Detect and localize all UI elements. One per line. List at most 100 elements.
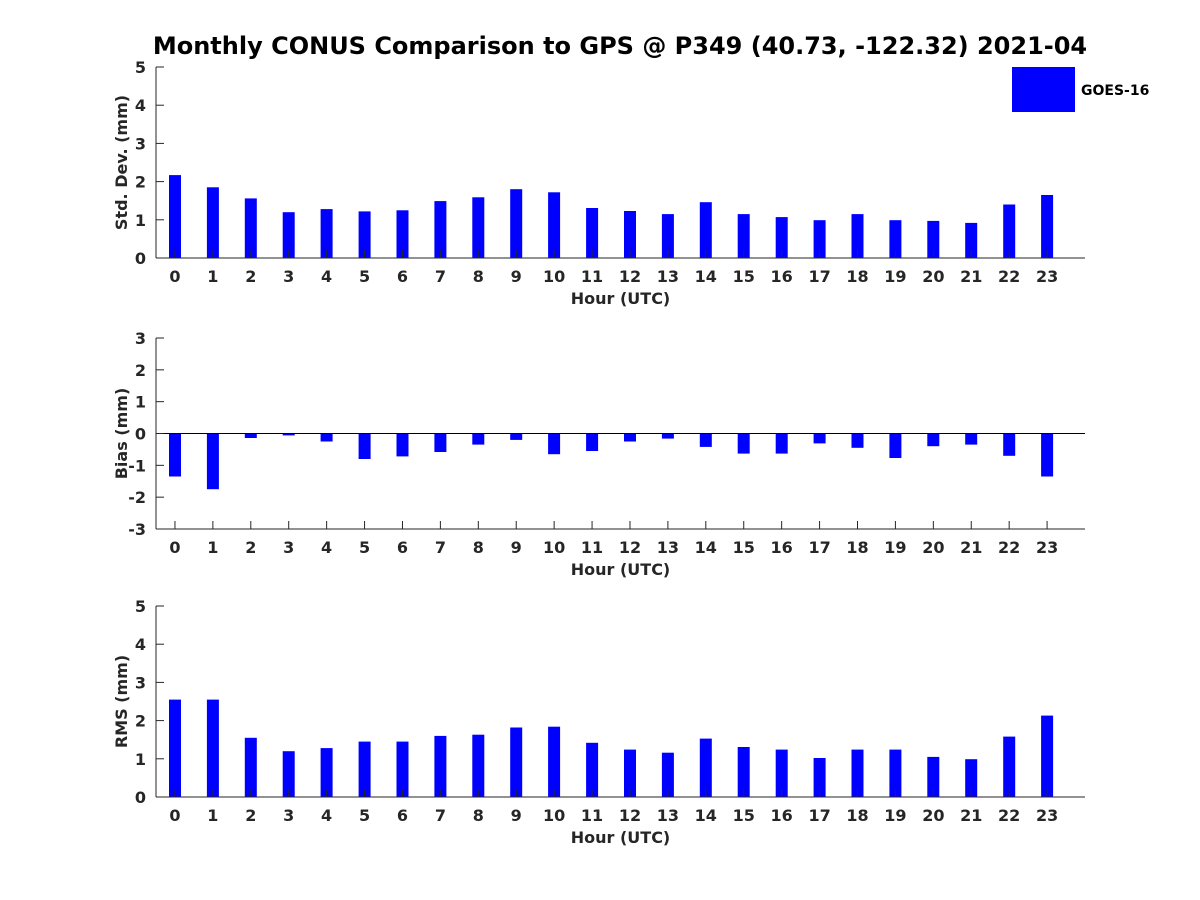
bar xyxy=(927,433,940,447)
bar xyxy=(624,433,636,442)
x-tick-label: 8 xyxy=(473,806,484,825)
y-tick-label: 4 xyxy=(135,96,146,115)
x-tick-label: 7 xyxy=(435,538,446,557)
y-tick-label: 0 xyxy=(135,788,146,807)
y-axis-label: RMS (mm) xyxy=(112,655,131,748)
y-tick-label: 2 xyxy=(135,712,146,731)
bar xyxy=(889,433,902,458)
y-axis-label: Std. Dev. (mm) xyxy=(112,95,131,230)
y-tick-label: 3 xyxy=(135,329,146,348)
x-tick-label: 14 xyxy=(695,806,717,825)
bar xyxy=(737,433,750,454)
bar xyxy=(965,759,978,797)
bar xyxy=(927,220,940,258)
bar xyxy=(1041,433,1054,477)
x-tick-label: 6 xyxy=(397,806,408,825)
bar xyxy=(206,433,219,490)
x-tick-label: 16 xyxy=(771,267,793,286)
x-tick-label: 10 xyxy=(543,806,565,825)
x-tick-label: 5 xyxy=(359,806,370,825)
x-tick-label: 19 xyxy=(884,267,906,286)
x-tick-label: 1 xyxy=(207,806,218,825)
bar xyxy=(889,220,902,258)
bar xyxy=(1003,736,1016,797)
bar xyxy=(169,699,181,797)
bar xyxy=(586,208,599,258)
y-tick-label: 3 xyxy=(135,134,146,153)
x-tick-label: 3 xyxy=(283,806,294,825)
x-tick-label: 4 xyxy=(321,267,332,286)
bar xyxy=(851,433,864,448)
x-tick-label: 7 xyxy=(435,806,446,825)
x-tick-label: 22 xyxy=(998,806,1020,825)
bar xyxy=(169,433,181,477)
bar xyxy=(282,751,295,797)
bar xyxy=(206,699,219,797)
bar xyxy=(396,210,409,259)
x-tick-label: 5 xyxy=(359,267,370,286)
x-tick-label: 15 xyxy=(733,267,755,286)
bar xyxy=(244,198,257,258)
bar xyxy=(548,192,561,258)
bar xyxy=(1041,715,1054,797)
y-tick-label: 0 xyxy=(135,249,146,268)
bar xyxy=(699,433,712,447)
x-tick-label: 19 xyxy=(884,538,906,557)
x-tick-label: 10 xyxy=(543,267,565,286)
bar xyxy=(1041,195,1054,258)
bar xyxy=(699,202,712,258)
x-tick-label: 23 xyxy=(1036,806,1058,825)
legend-swatch xyxy=(1012,67,1075,112)
y-tick-label: 0 xyxy=(135,425,146,444)
chart-title: Monthly CONUS Comparison to GPS @ P349 (… xyxy=(153,32,1087,60)
bar xyxy=(320,748,333,797)
x-axis-label: Hour (UTC) xyxy=(571,828,671,847)
y-tick-label: -2 xyxy=(128,488,146,507)
bar xyxy=(813,758,826,797)
x-tick-label: 18 xyxy=(846,267,868,286)
x-tick-label: 9 xyxy=(511,538,522,557)
bar xyxy=(358,433,371,459)
bar xyxy=(775,433,788,454)
bar xyxy=(1003,433,1016,456)
bar xyxy=(965,433,978,445)
bar xyxy=(586,742,599,797)
y-tick-label: 2 xyxy=(135,173,146,192)
x-tick-label: 8 xyxy=(473,538,484,557)
x-axis-label: Hour (UTC) xyxy=(571,289,671,308)
x-tick-label: 17 xyxy=(808,806,830,825)
bar xyxy=(434,433,447,452)
bar xyxy=(1003,204,1016,258)
x-tick-label: 12 xyxy=(619,806,641,825)
bar xyxy=(965,222,978,258)
y-tick-label: 2 xyxy=(135,361,146,380)
x-tick-label: 4 xyxy=(321,538,332,557)
x-tick-label: 16 xyxy=(771,806,793,825)
x-tick-label: 13 xyxy=(657,806,679,825)
bar xyxy=(548,726,561,797)
x-tick-label: 20 xyxy=(922,538,944,557)
x-tick-label: 17 xyxy=(808,538,830,557)
x-tick-label: 13 xyxy=(657,538,679,557)
bar xyxy=(472,734,485,797)
bar xyxy=(851,749,864,797)
x-tick-label: 3 xyxy=(283,538,294,557)
x-tick-label: 11 xyxy=(581,267,603,286)
x-tick-label: 0 xyxy=(169,806,180,825)
bar xyxy=(813,220,826,258)
bar xyxy=(282,212,295,258)
x-tick-label: 13 xyxy=(657,267,679,286)
bar xyxy=(548,433,561,455)
bar xyxy=(396,741,409,797)
bar xyxy=(510,433,523,440)
legend-label: GOES-16 xyxy=(1081,83,1149,99)
x-tick-label: 20 xyxy=(922,267,944,286)
bar xyxy=(472,197,485,258)
bar xyxy=(624,749,636,797)
bar xyxy=(358,211,371,258)
